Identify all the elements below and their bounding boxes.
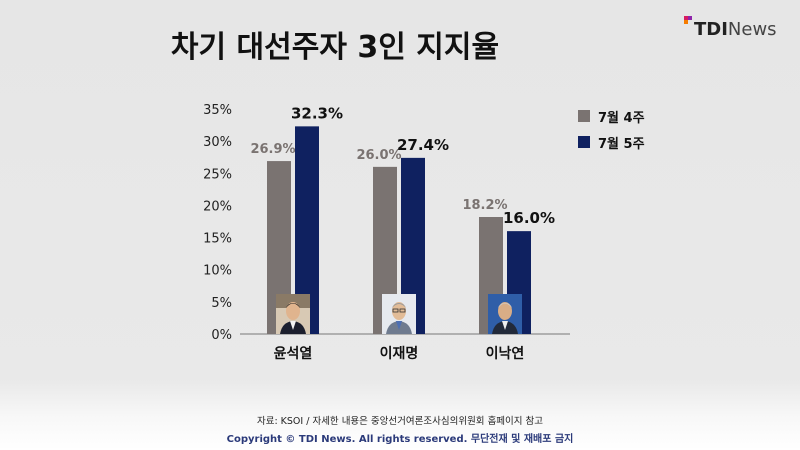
data-label-week5: 27.4%: [397, 136, 449, 154]
copyright-note: Copyright © TDI News. All rights reserve…: [226, 434, 574, 445]
legend-swatch-week4: [578, 110, 590, 122]
chart-title: 차기 대선주자 3인 지지율: [170, 30, 500, 65]
data-label-week4: 26.9%: [250, 142, 295, 157]
legend-item-week5: 7월 5주: [578, 132, 645, 152]
source-note: 자료: KSOI / 자세한 내용은 중앙선거여론조사심의위원회 홈페이지 참고: [256, 416, 544, 427]
category-label: 이재명: [380, 345, 419, 362]
y-tick-label: 5%: [211, 296, 232, 311]
candidate-photo-3: [488, 294, 522, 334]
legend-label-week5: 7월 5주: [598, 136, 645, 152]
candidate-photo-2: [382, 294, 416, 334]
category-label: 이낙연: [486, 345, 525, 362]
y-tick-label: 20%: [203, 199, 232, 214]
logo-text-bold: TDI: [694, 18, 728, 40]
data-label-week5: 16.0%: [503, 209, 555, 227]
y-tick-label: 10%: [203, 264, 232, 279]
logo-mark-icon: [684, 16, 692, 42]
candidate-photo-1: [276, 294, 310, 334]
legend-swatch-week5: [578, 136, 590, 148]
y-tick-label: 30%: [203, 135, 232, 150]
tdi-news-logo: TDINews: [684, 16, 777, 42]
y-tick-label: 15%: [203, 232, 232, 247]
y-tick-label: 25%: [203, 167, 232, 182]
legend-item-week4: 7월 4주: [578, 106, 645, 126]
y-tick-label: 0%: [211, 328, 232, 343]
legend-label-week4: 7월 4주: [598, 110, 645, 126]
logo-text-light: News: [727, 18, 777, 40]
logo-text: TDINews: [694, 19, 777, 40]
data-label-week4: 18.2%: [462, 198, 507, 213]
chart-legend: 7월 4주 7월 5주: [578, 106, 645, 158]
y-tick-label: 35%: [203, 103, 232, 118]
data-label-week5: 32.3%: [291, 104, 343, 122]
data-label-week4: 26.0%: [356, 148, 401, 163]
category-label: 윤석열: [274, 345, 313, 362]
